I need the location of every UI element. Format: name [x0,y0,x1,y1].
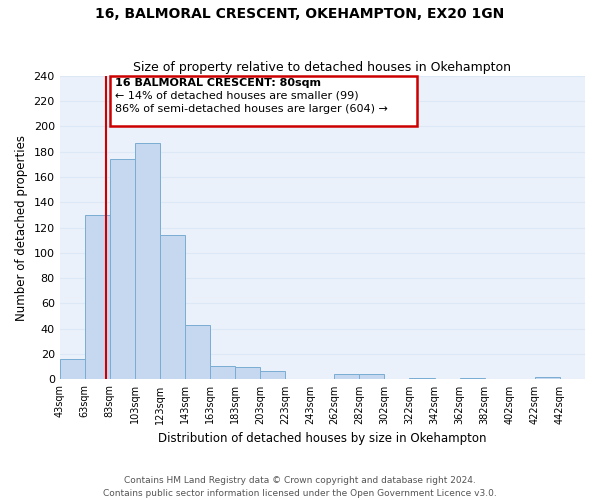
Bar [160,235,185,380]
Y-axis label: Number of detached properties: Number of detached properties [15,134,28,320]
Bar [334,374,359,380]
X-axis label: Distribution of detached houses by size in Okehampton: Distribution of detached houses by size … [158,432,487,445]
Text: 16, BALMORAL CRESCENT, OKEHAMPTON, EX20 1GN: 16, BALMORAL CRESCENT, OKEHAMPTON, EX20 … [95,8,505,22]
Bar [85,215,110,380]
Bar [359,374,385,380]
Bar [59,359,85,380]
Bar [260,370,286,380]
Bar [185,325,210,380]
Title: Size of property relative to detached houses in Okehampton: Size of property relative to detached ho… [133,62,511,74]
Bar [110,159,135,380]
FancyBboxPatch shape [110,76,417,126]
Bar [135,142,160,380]
Text: 16 BALMORAL CRESCENT: 80sqm: 16 BALMORAL CRESCENT: 80sqm [115,78,321,88]
Text: Contains HM Land Registry data © Crown copyright and database right 2024.
Contai: Contains HM Land Registry data © Crown c… [103,476,497,498]
Bar [235,367,260,380]
Text: 86% of semi-detached houses are larger (604) →: 86% of semi-detached houses are larger (… [115,104,388,114]
Text: ← 14% of detached houses are smaller (99): ← 14% of detached houses are smaller (99… [115,91,358,101]
Bar [409,378,434,380]
Bar [210,366,235,380]
Bar [460,378,485,380]
Bar [535,377,560,380]
